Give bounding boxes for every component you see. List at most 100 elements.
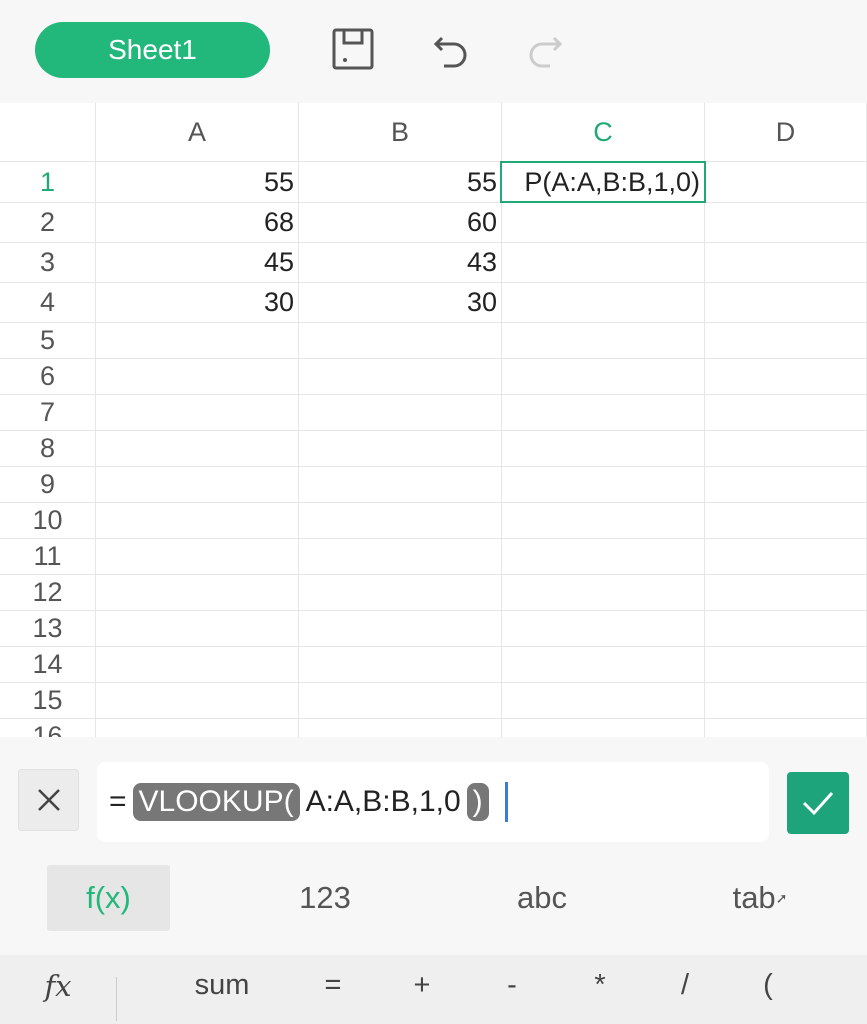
cell-b11[interactable]	[299, 539, 502, 575]
row-header[interactable]: 7	[0, 395, 96, 431]
key-sum[interactable]: sum	[194, 969, 250, 1001]
row-header[interactable]: 2	[0, 203, 96, 243]
key-multiply[interactable]: *	[594, 969, 606, 1001]
cell-b9[interactable]	[299, 467, 502, 503]
row-header[interactable]: 5	[0, 323, 96, 359]
cell-c10[interactable]	[502, 503, 705, 539]
keyboard-tab-function[interactable]: f(x)	[47, 865, 170, 931]
keyboard-tab-numbers[interactable]: 123	[299, 880, 351, 915]
undo-icon[interactable]	[428, 26, 474, 72]
cell-d11[interactable]	[705, 539, 867, 575]
cell-c2[interactable]	[502, 203, 705, 243]
column-header-a[interactable]: A	[96, 103, 299, 162]
cell-a9[interactable]	[96, 467, 299, 503]
cell-c12[interactable]	[502, 575, 705, 611]
cell-c11[interactable]	[502, 539, 705, 575]
cell-d12[interactable]	[705, 575, 867, 611]
cell-d4[interactable]	[705, 283, 867, 323]
cell-c14[interactable]	[502, 647, 705, 683]
spreadsheet-grid[interactable]: A B C D 1 55 55 P(A:A,B:B,1,0) 2 68 60 3 45 43 4 30 30 5 6…	[0, 103, 867, 737]
row-header[interactable]: 1	[0, 162, 96, 203]
key-fx[interactable]: fx	[44, 969, 72, 1003]
cell-b13[interactable]	[299, 611, 502, 647]
cell-a12[interactable]	[96, 575, 299, 611]
cell-b16[interactable]	[299, 719, 502, 737]
cell-a1[interactable]: 55	[96, 162, 299, 203]
cell-b7[interactable]	[299, 395, 502, 431]
cell-c16[interactable]	[502, 719, 705, 737]
cell-d1[interactable]	[705, 162, 867, 203]
cell-b14[interactable]	[299, 647, 502, 683]
formula-function-token[interactable]: VLOOKUP(	[132, 783, 300, 821]
cell-d3[interactable]	[705, 243, 867, 283]
corner-cell[interactable]	[0, 103, 96, 162]
cell-d5[interactable]	[705, 323, 867, 359]
cell-d14[interactable]	[705, 647, 867, 683]
cell-a10[interactable]	[96, 503, 299, 539]
key-plus[interactable]: +	[413, 969, 431, 1001]
keyboard-tab-tab[interactable]: tab ➚	[700, 865, 820, 931]
cell-c6[interactable]	[502, 359, 705, 395]
key-equals[interactable]: =	[324, 969, 342, 1001]
cell-a11[interactable]	[96, 539, 299, 575]
cell-b15[interactable]	[299, 683, 502, 719]
cell-a16[interactable]	[96, 719, 299, 737]
cell-c8[interactable]	[502, 431, 705, 467]
cell-b8[interactable]	[299, 431, 502, 467]
cell-d16[interactable]	[705, 719, 867, 737]
key-divide[interactable]: /	[680, 969, 690, 1001]
cell-c3[interactable]	[502, 243, 705, 283]
cell-a14[interactable]	[96, 647, 299, 683]
cell-c4[interactable]	[502, 283, 705, 323]
cell-d8[interactable]	[705, 431, 867, 467]
cell-d10[interactable]	[705, 503, 867, 539]
cell-b12[interactable]	[299, 575, 502, 611]
cell-a6[interactable]	[96, 359, 299, 395]
cell-d15[interactable]	[705, 683, 867, 719]
confirm-button[interactable]	[787, 772, 849, 834]
cell-a7[interactable]	[96, 395, 299, 431]
cell-a15[interactable]	[96, 683, 299, 719]
formula-close-token[interactable]: )	[466, 783, 489, 821]
cell-d6[interactable]	[705, 359, 867, 395]
key-open-paren[interactable]: (	[763, 969, 773, 1001]
row-header[interactable]: 12	[0, 575, 96, 611]
cell-b4[interactable]: 30	[299, 283, 502, 323]
column-header-b[interactable]: B	[299, 103, 502, 162]
row-header[interactable]: 13	[0, 611, 96, 647]
key-minus[interactable]: -	[507, 969, 517, 1001]
cell-b1[interactable]: 55	[299, 162, 502, 203]
cell-a4[interactable]: 30	[96, 283, 299, 323]
column-header-c[interactable]: C	[502, 103, 705, 162]
cell-b5[interactable]	[299, 323, 502, 359]
keyboard-tab-letters[interactable]: abc	[517, 880, 567, 915]
cell-d7[interactable]	[705, 395, 867, 431]
row-header[interactable]: 6	[0, 359, 96, 395]
cell-c7[interactable]	[502, 395, 705, 431]
cell-a2[interactable]: 68	[96, 203, 299, 243]
cell-a5[interactable]	[96, 323, 299, 359]
cell-c1[interactable]: P(A:A,B:B,1,0)	[502, 162, 705, 203]
row-header[interactable]: 15	[0, 683, 96, 719]
row-header[interactable]: 10	[0, 503, 96, 539]
cell-c13[interactable]	[502, 611, 705, 647]
cell-c15[interactable]	[502, 683, 705, 719]
row-header[interactable]: 14	[0, 647, 96, 683]
row-header[interactable]: 4	[0, 283, 96, 323]
cell-b3[interactable]: 43	[299, 243, 502, 283]
row-header[interactable]: 11	[0, 539, 96, 575]
cell-b10[interactable]	[299, 503, 502, 539]
column-header-d[interactable]: D	[705, 103, 867, 162]
cell-d13[interactable]	[705, 611, 867, 647]
row-header[interactable]: 3	[0, 243, 96, 283]
formula-input[interactable]: = VLOOKUP( A:A,B:B,1,0 )	[97, 762, 769, 842]
save-icon[interactable]	[330, 26, 376, 72]
cell-d2[interactable]	[705, 203, 867, 243]
sheet-tab[interactable]: Sheet1	[35, 22, 270, 78]
cell-b6[interactable]	[299, 359, 502, 395]
row-header[interactable]: 8	[0, 431, 96, 467]
cell-a13[interactable]	[96, 611, 299, 647]
row-header[interactable]: 16	[0, 719, 96, 737]
cell-d9[interactable]	[705, 467, 867, 503]
cell-c9[interactable]	[502, 467, 705, 503]
